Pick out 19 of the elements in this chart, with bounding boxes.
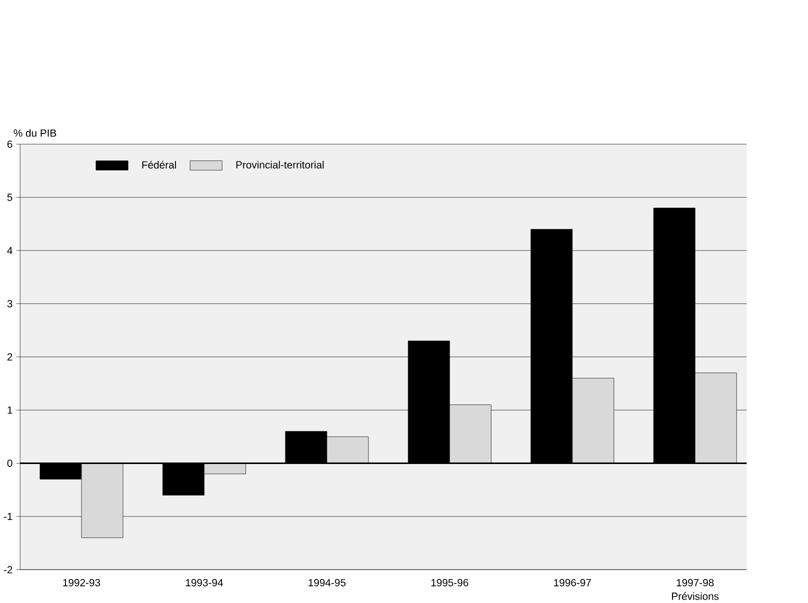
x-tick-label: 1994-95 xyxy=(308,578,346,586)
y-tick-label: 5 xyxy=(7,194,12,201)
y-tick-label: 0 xyxy=(7,459,12,467)
x-tick-label: 1996-97 xyxy=(554,578,591,586)
text: Prévisions xyxy=(672,592,719,600)
x-tick-label: 1992-93 xyxy=(63,578,100,586)
y-tick-label: -2 xyxy=(4,566,12,574)
y-tick-label: 3 xyxy=(7,300,12,308)
legend-label: Fédéral xyxy=(142,160,176,168)
y-tick-label: -1 xyxy=(4,512,12,520)
legend-label: Provincial-territorial xyxy=(236,160,324,168)
x-tick-label: 1997-98 xyxy=(676,578,714,586)
x-tick-label: 1995-96 xyxy=(431,578,468,586)
x-tick-label: 1993-94 xyxy=(186,578,223,586)
y-axis-title: % du PIB xyxy=(14,128,56,137)
y-tick-label: 2 xyxy=(7,353,12,360)
y-tick-label: 4 xyxy=(7,246,12,254)
y-tick-label: 6 xyxy=(7,140,12,148)
y-tick-label: 1 xyxy=(8,406,12,414)
